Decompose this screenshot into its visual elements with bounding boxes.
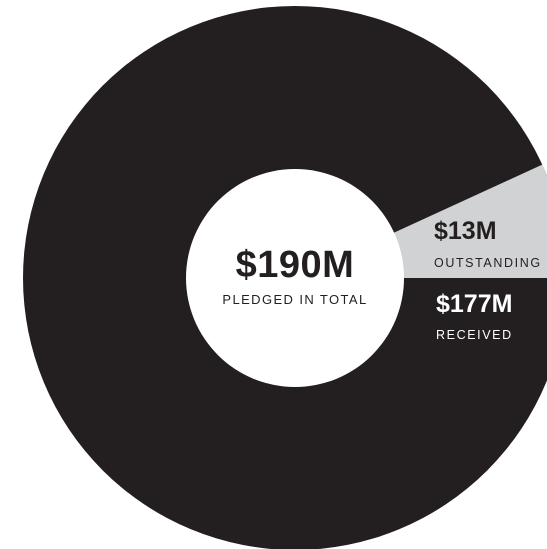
received-value: $177M (436, 290, 513, 318)
outstanding-value: $13M (434, 217, 497, 245)
total-pledged-label: PLEDGED IN TOTAL (222, 292, 368, 307)
outstanding-label: OUTSTANDING (434, 256, 542, 270)
received-label: RECEIVED (436, 328, 513, 342)
donut-hole (186, 169, 404, 387)
total-pledged-value: $190M (235, 244, 355, 286)
